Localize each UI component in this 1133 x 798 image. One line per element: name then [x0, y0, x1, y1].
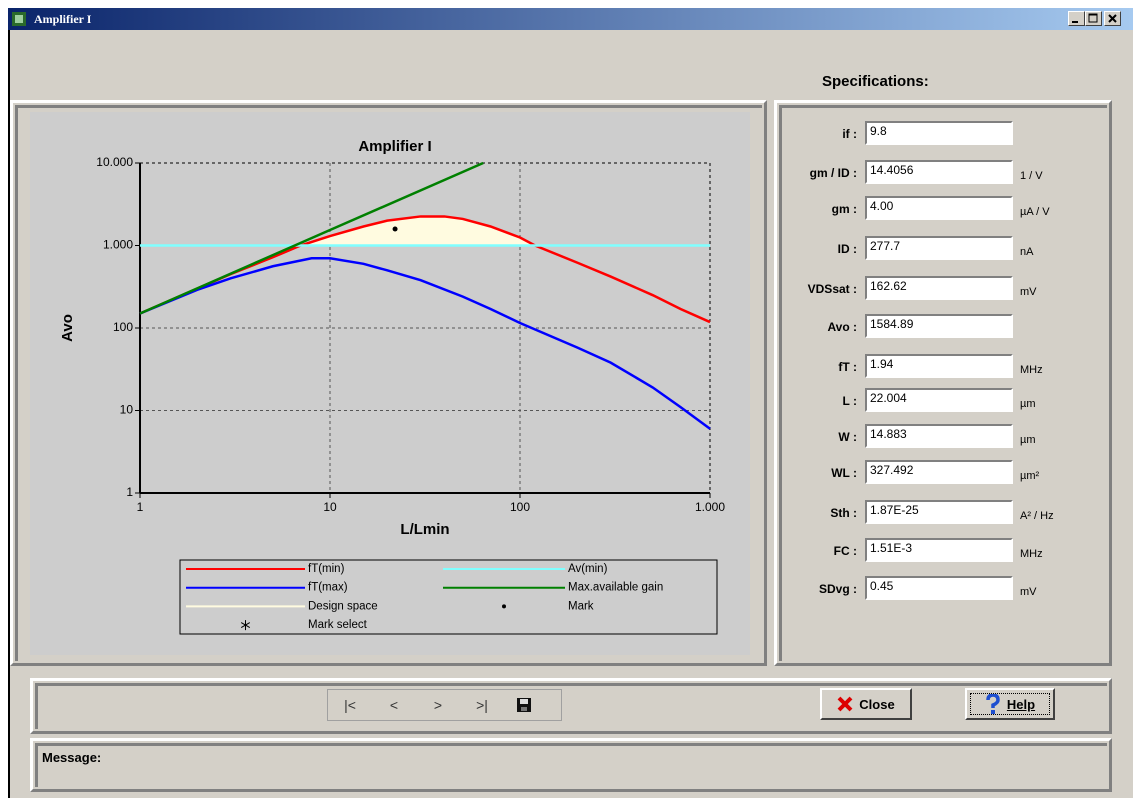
spec-input[interactable]: 14.883	[865, 424, 1013, 448]
message-label: Message:	[42, 750, 102, 765]
maximize-button[interactable]	[1085, 11, 1102, 26]
series-line	[139, 215, 711, 324]
spec-unit: µm	[1020, 434, 1036, 446]
title-bar: Amplifier I	[8, 8, 1133, 30]
y-axis-label: Avo	[59, 314, 76, 342]
spec-input[interactable]: 1.51E-3	[865, 538, 1013, 562]
spec-label: WL :	[831, 466, 857, 480]
legend-label: Max.available gain	[568, 582, 663, 594]
spec-unit: 1 / V	[1020, 170, 1043, 182]
help-icon	[986, 694, 1000, 714]
chart: Amplifier I L/Lmin Avo 1 10 100 1.000 1 10 100 1.0…	[59, 138, 725, 635]
legend-label: Av(min)	[568, 563, 608, 575]
x-axis-label: L/Lmin	[400, 521, 449, 538]
spec-input[interactable]: 277.7	[865, 236, 1013, 260]
spec-label: ID :	[837, 242, 857, 256]
close-window-button[interactable]	[1104, 11, 1121, 26]
spec-input[interactable]: 327.492	[865, 460, 1013, 484]
legend-swatch	[502, 604, 506, 609]
legend-label: Design space	[308, 600, 378, 612]
spec-input[interactable]: 14.4056	[865, 160, 1013, 184]
chart-panel	[10, 100, 767, 666]
spec-unit: mV	[1020, 586, 1037, 598]
close-label: Close	[859, 696, 895, 712]
y-tick-label: 1.000	[103, 238, 133, 252]
spec-input[interactable]: 22.004	[865, 388, 1013, 412]
help-label: Help	[1006, 696, 1036, 712]
legend-label: Mark	[568, 600, 594, 612]
y-tick-label: 1	[126, 485, 133, 499]
x-tick-label: 100	[510, 500, 530, 514]
spec-label: SDvg :	[818, 582, 857, 596]
spec-unit: nA	[1020, 246, 1034, 258]
legend-label: fT(min)	[308, 563, 345, 575]
spec-label: Sth :	[830, 506, 857, 520]
spec-input[interactable]: 1.94	[865, 354, 1013, 378]
x-tick-label: 10	[323, 500, 337, 514]
spec-unit: mV	[1020, 286, 1037, 298]
spec-label: VDSsat :	[807, 282, 857, 296]
spec-input[interactable]: 0.45	[865, 576, 1013, 600]
spec-label: gm :	[831, 202, 857, 216]
spec-unit: µA / V	[1020, 206, 1050, 218]
spec-panel	[774, 100, 1112, 666]
y-tick-label: 10	[120, 403, 134, 417]
series-line	[139, 257, 711, 430]
chart-title: Amplifier I	[358, 138, 431, 155]
nav-button[interactable]: |<	[344, 697, 356, 713]
spec-unit: MHz	[1020, 548, 1043, 560]
spec-heading: Specifications:	[822, 73, 929, 90]
spec-unit: MHz	[1020, 364, 1043, 376]
legend-swatch	[240, 620, 251, 631]
spec-unit: µm	[1020, 398, 1036, 410]
spec-input[interactable]: 1584.89	[865, 314, 1013, 338]
spec-unit: A² / Hz	[1020, 510, 1054, 522]
spec-input[interactable]: 4.00	[865, 196, 1013, 220]
spec-label: if :	[842, 127, 857, 141]
nav-bar: |< < > >|	[327, 689, 562, 721]
x-tick-label: 1.000	[695, 500, 725, 514]
spec-label: gm / ID :	[809, 166, 857, 180]
spec-label: L :	[842, 394, 857, 408]
nav-button[interactable]: <	[389, 697, 399, 713]
close-icon	[837, 696, 853, 712]
y-tick-label: 100	[113, 320, 133, 334]
y-tick-label: 10.000	[96, 155, 133, 169]
nav-button[interactable]: >	[433, 697, 443, 713]
toolbar-panel	[30, 678, 1112, 734]
series-line	[139, 161, 484, 315]
message-panel	[30, 738, 1112, 792]
save-icon	[517, 698, 531, 712]
spec-input[interactable]: 162.62	[865, 276, 1013, 300]
asterisk-stroke	[240, 622, 251, 629]
spec-input[interactable]: 9.8	[865, 121, 1013, 145]
spec-label: Avo :	[827, 320, 857, 334]
legend-label: fT(max)	[308, 582, 348, 594]
spec-label: W :	[838, 430, 857, 444]
close-button[interactable]: Close	[820, 688, 912, 720]
help-button[interactable]: Help	[965, 688, 1055, 720]
spec-input[interactable]: 1.87E-25	[865, 500, 1013, 524]
app-icon	[12, 12, 26, 26]
nav-button[interactable]: >|	[476, 697, 488, 713]
legend	[179, 559, 718, 635]
x-tick-label: 1	[137, 500, 144, 514]
spec-label: fT :	[838, 360, 857, 374]
legend-label: Mark select	[308, 619, 368, 631]
minimize-button[interactable]	[1068, 11, 1085, 26]
spec-label: FC :	[833, 544, 857, 558]
save-button[interactable]	[504, 698, 544, 712]
spec-unit: µm²	[1020, 470, 1040, 482]
mark-point	[392, 226, 398, 232]
